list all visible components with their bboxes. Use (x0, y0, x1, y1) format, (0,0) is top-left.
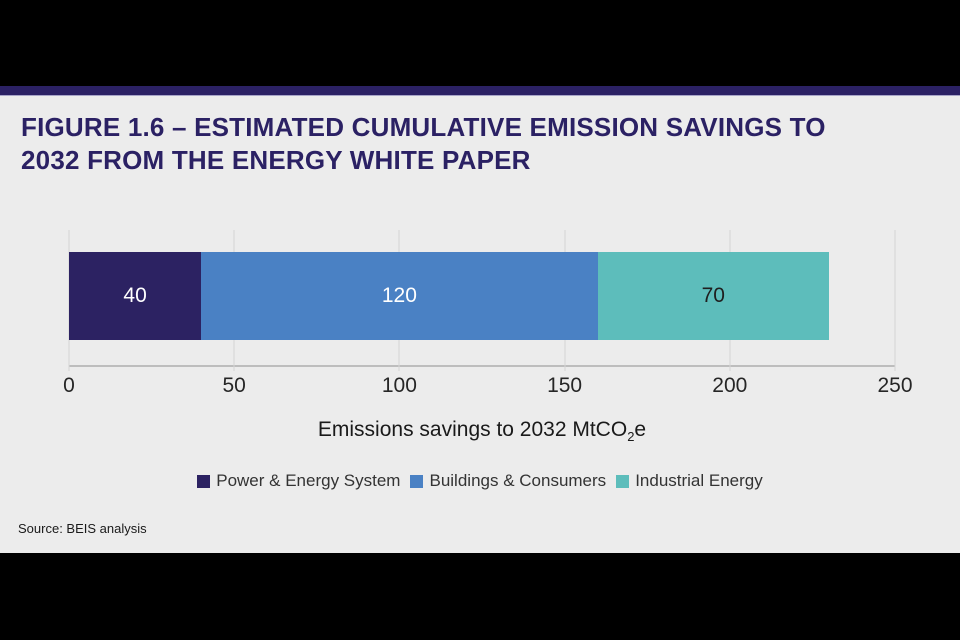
bar-value-label: 120 (381, 284, 417, 307)
legend-label: Industrial Energy (635, 471, 763, 490)
legend-label: Power & Energy System (216, 471, 401, 490)
bar-segment: 120 (201, 252, 598, 340)
source-note: Source: BEIS analysis (18, 521, 147, 536)
legend-item: Buildings & Consumers (410, 471, 606, 491)
bar-segment: 40 (69, 252, 202, 340)
x-axis-title-suffix: e (634, 418, 647, 441)
legend-swatch-icon (197, 474, 211, 488)
x-tick-label: 0 (63, 374, 75, 397)
x-axis-title-subscript: 2 (627, 429, 635, 445)
legend-label: Buildings & Consumers (429, 471, 607, 490)
bar-value-label: 40 (123, 284, 147, 307)
bar-value-label: 70 (701, 284, 725, 307)
x-tick-label: 200 (712, 374, 748, 397)
x-tick-label: 150 (547, 374, 583, 397)
top-black-band (0, 0, 960, 86)
accent-stripe (0, 86, 960, 96)
figure-title: FIGURE 1.6 – ESTIMATED CUMULATIVE EMISSI… (21, 111, 921, 177)
legend: Power & Energy System Buildings & Consume… (0, 470, 960, 492)
bar-segment: 70 (597, 252, 829, 340)
x-tick-label: 250 (877, 374, 913, 397)
x-axis-title-text: Emissions savings to 2032 MtCO (317, 418, 628, 441)
x-axis-title: Emissions savings to 2032 MtCO2e (69, 418, 895, 444)
x-tick-label: 50 (222, 374, 246, 397)
legend-swatch-icon (410, 474, 424, 488)
legend-swatch-icon (616, 474, 630, 488)
gridline (894, 230, 896, 371)
plot-area: 40 120 70 (68, 230, 896, 371)
figure-title-line2: 2032 FROM THE ENERGY WHITE PAPER (21, 145, 531, 175)
x-tick-label: 100 (381, 374, 417, 397)
tick-row: 0 50 100 150 200 250 (63, 374, 912, 398)
stacked-bar: 40 120 70 (69, 252, 895, 340)
legend-item: Industrial Energy (616, 471, 763, 491)
bottom-black-band (0, 553, 960, 640)
figure-title-line1: FIGURE 1.6 – ESTIMATED CUMULATIVE EMISSI… (21, 112, 826, 142)
legend-item: Power & Energy System (197, 471, 400, 491)
